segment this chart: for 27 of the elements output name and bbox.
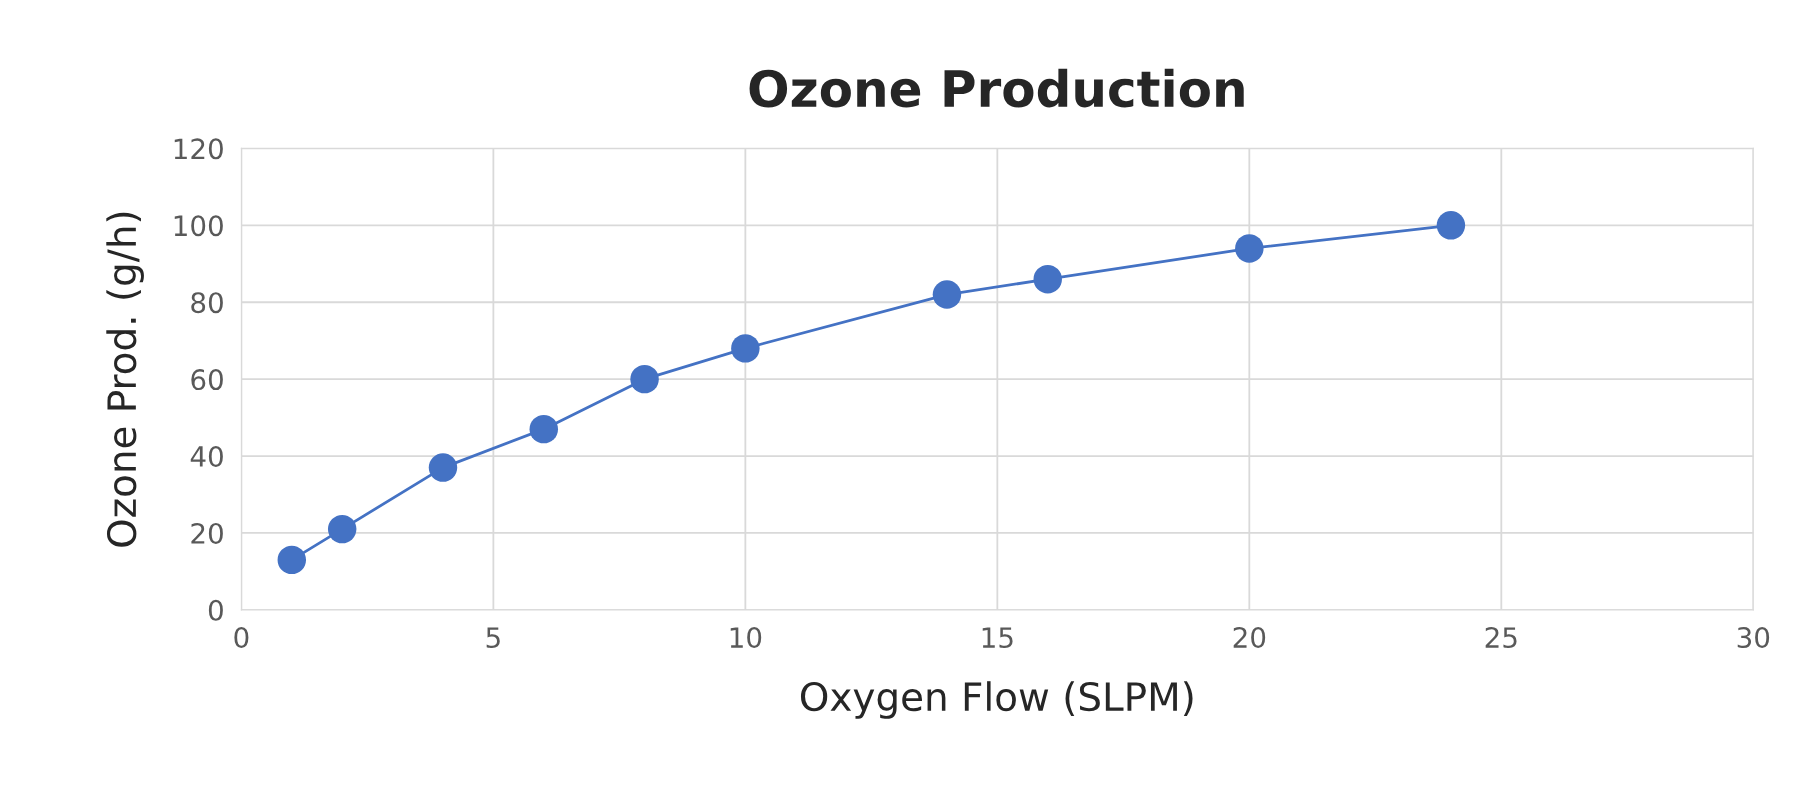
x-tick-label: 15 bbox=[982, 627, 1013, 649]
y-tick-label: 40 bbox=[190, 445, 223, 467]
y-axis-title: Ozone Prod. (g/h) bbox=[106, 212, 144, 547]
point bbox=[327, 514, 357, 544]
x-tick-label: 20 bbox=[1233, 627, 1266, 649]
x-tick-label: 25 bbox=[1485, 627, 1517, 649]
point bbox=[529, 414, 559, 444]
y-tick-label: 120 bbox=[174, 138, 223, 160]
point bbox=[731, 334, 760, 363]
y-tick-label: 20 bbox=[191, 522, 223, 544]
y-tick-label: 60 bbox=[191, 369, 223, 391]
point bbox=[1436, 211, 1466, 240]
y-tick-label: 100 bbox=[174, 215, 223, 237]
x-tick-label: 5 bbox=[486, 627, 500, 649]
point bbox=[428, 453, 458, 482]
point bbox=[932, 280, 962, 309]
y-tick-label: 80 bbox=[191, 292, 223, 314]
point bbox=[630, 364, 659, 394]
x-axis-title: Oxygen Flow (SLPM) bbox=[800, 681, 1193, 719]
point bbox=[1033, 264, 1062, 294]
x-tick-label: 0 bbox=[234, 627, 249, 649]
x-tick-label: 30 bbox=[1737, 627, 1770, 649]
point bbox=[277, 545, 307, 575]
point bbox=[1235, 234, 1264, 263]
chart-title: Ozone Production bbox=[749, 68, 1244, 108]
y-tick-label: 0 bbox=[208, 599, 223, 621]
x-tick-label: 10 bbox=[730, 627, 762, 649]
